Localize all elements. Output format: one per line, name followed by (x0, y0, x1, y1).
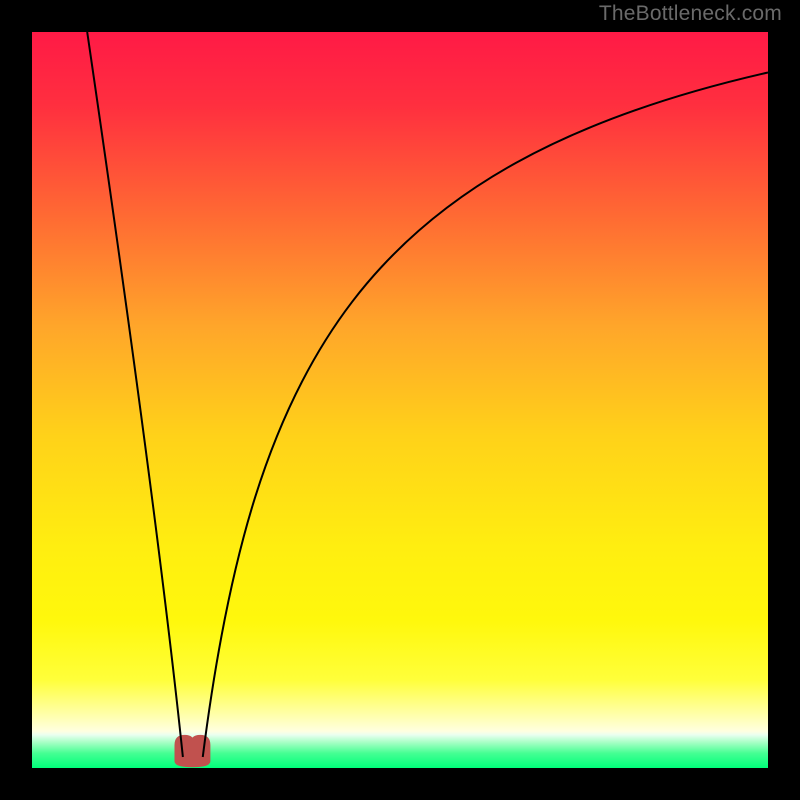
chart-container: TheBottleneck.com (0, 0, 800, 800)
bottleneck-chart (0, 0, 800, 800)
chart-background (32, 32, 768, 768)
attribution-label: TheBottleneck.com (599, 2, 782, 26)
